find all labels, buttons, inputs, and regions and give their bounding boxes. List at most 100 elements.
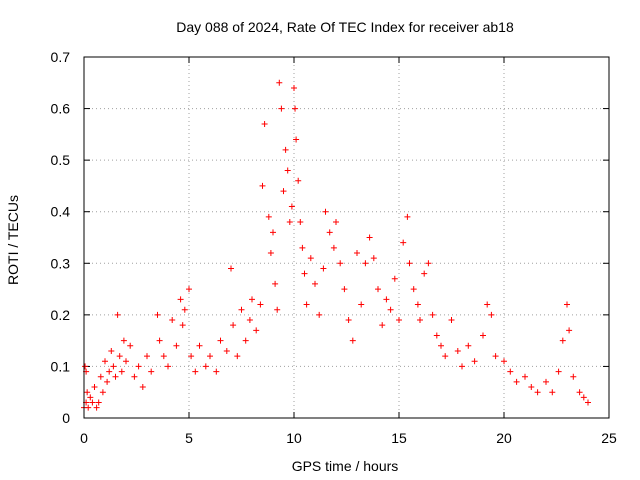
data-point xyxy=(179,322,186,329)
data-point xyxy=(549,389,556,396)
data-point xyxy=(282,146,289,153)
data-point xyxy=(127,342,134,349)
data-point xyxy=(93,404,100,411)
x-tick-label: 10 xyxy=(286,430,302,446)
data-point xyxy=(391,275,398,282)
data-point xyxy=(379,322,386,329)
data-point xyxy=(570,373,577,380)
data-point xyxy=(585,399,591,406)
y-tick-label: 0.6 xyxy=(51,101,71,117)
data-point xyxy=(417,317,423,324)
data-point xyxy=(501,358,507,365)
data-point xyxy=(223,347,230,354)
data-point xyxy=(265,213,272,220)
y-tick-label: 0.5 xyxy=(51,152,71,168)
data-point xyxy=(425,260,432,267)
data-point xyxy=(261,121,268,128)
data-point xyxy=(410,286,417,293)
data-point xyxy=(169,317,176,324)
data-point xyxy=(114,311,121,318)
data-point xyxy=(387,306,394,313)
data-point xyxy=(257,301,264,308)
data-point xyxy=(484,301,491,308)
data-point xyxy=(288,203,295,210)
data-marks xyxy=(81,79,591,411)
data-point xyxy=(375,286,381,293)
data-point xyxy=(217,337,224,344)
grid xyxy=(84,57,609,418)
data-point xyxy=(139,384,146,391)
data-point xyxy=(513,378,520,385)
data-point xyxy=(165,363,171,370)
data-point xyxy=(362,260,369,267)
data-point xyxy=(295,177,302,184)
data-point xyxy=(383,296,390,303)
data-point xyxy=(559,337,566,344)
data-point xyxy=(259,182,266,189)
x-tick-label: 0 xyxy=(80,430,88,446)
data-point xyxy=(528,384,535,391)
data-point xyxy=(448,317,455,324)
data-point xyxy=(341,286,348,293)
ticks: 0 0.1 0.2 0.3 0.4 0.5 0.6 0.7 0 5 10 15 20 25 xyxy=(51,49,617,446)
data-point xyxy=(580,394,587,401)
data-point xyxy=(301,270,308,277)
data-point xyxy=(108,347,115,354)
data-point xyxy=(354,249,360,256)
data-point xyxy=(326,229,333,236)
data-point xyxy=(173,342,180,349)
data-point xyxy=(112,373,119,380)
data-point xyxy=(144,353,150,360)
data-point xyxy=(471,358,478,365)
data-point xyxy=(91,384,98,391)
data-point xyxy=(404,213,411,220)
data-point xyxy=(123,358,129,365)
data-point xyxy=(320,265,327,272)
data-point xyxy=(293,136,300,143)
data-point xyxy=(299,244,306,251)
data-point xyxy=(118,368,125,375)
data-point xyxy=(110,363,117,370)
data-point xyxy=(286,219,293,226)
y-axis-label: ROTI / TECUs xyxy=(5,195,21,285)
data-point xyxy=(246,317,253,324)
data-point xyxy=(492,353,499,360)
x-tick-label: 20 xyxy=(496,430,512,446)
data-point xyxy=(303,301,310,308)
data-point xyxy=(230,322,237,329)
data-point xyxy=(396,317,402,324)
data-point xyxy=(555,368,562,375)
data-point xyxy=(400,239,407,246)
data-point xyxy=(102,358,108,365)
data-point xyxy=(84,389,91,396)
data-point xyxy=(106,368,113,375)
x-tick-label: 5 xyxy=(185,430,193,446)
data-point xyxy=(429,311,436,318)
data-point xyxy=(97,373,104,380)
data-point xyxy=(177,296,184,303)
data-point xyxy=(188,353,195,360)
data-point xyxy=(202,363,209,370)
data-point xyxy=(85,404,92,411)
data-point xyxy=(438,342,444,349)
y-tick-label: 0.7 xyxy=(51,49,71,65)
x-tick-label: 15 xyxy=(391,430,407,446)
data-point xyxy=(87,394,94,401)
data-point xyxy=(543,378,549,385)
x-axis-label: GPS time / hours xyxy=(292,458,399,474)
y-tick-label: 0.1 xyxy=(51,358,71,374)
data-point xyxy=(366,234,373,241)
data-point xyxy=(249,296,255,303)
data-point xyxy=(507,368,514,375)
data-point xyxy=(465,342,472,349)
data-point xyxy=(370,255,377,262)
data-point xyxy=(95,399,102,406)
data-point xyxy=(270,229,276,236)
data-point xyxy=(234,353,241,360)
data-point xyxy=(82,363,89,370)
data-point xyxy=(192,368,199,375)
data-point xyxy=(154,311,161,318)
data-point xyxy=(267,249,274,256)
